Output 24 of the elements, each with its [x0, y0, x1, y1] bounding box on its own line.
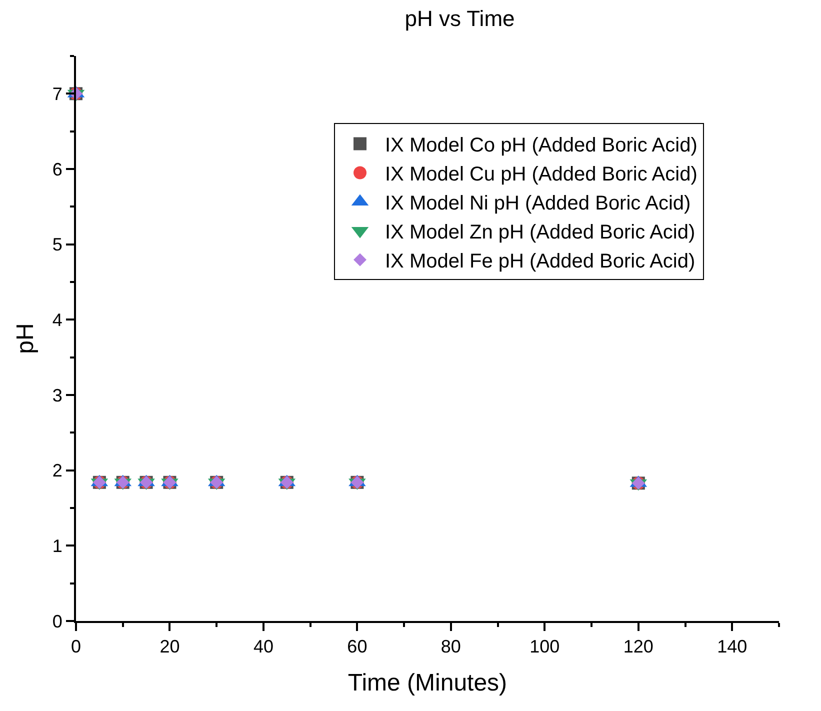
x-tick-label: 120: [623, 636, 654, 657]
x-tick-label: 20: [160, 636, 180, 657]
legend-label: IX Model Co pH (Added Boric Acid): [385, 134, 698, 157]
y-tick-label: 2: [52, 460, 62, 481]
x-tick-label: 80: [440, 636, 461, 657]
y-tick-label: 1: [52, 536, 62, 556]
y-tick-label: 6: [52, 159, 62, 180]
legend-label: IX Model Zn pH (Added Boric Acid): [385, 222, 696, 244]
y-tick-label: 5: [52, 234, 62, 255]
x-tick-label: 140: [717, 636, 748, 657]
y-axis-title: pH: [12, 323, 39, 354]
x-tick-label: 0: [70, 636, 82, 657]
legend-label: IX Model Fe pH (Added Boric Acid): [385, 250, 696, 273]
y-tick-label: 7: [52, 84, 62, 104]
legend-label: IX Model Cu pH (Added Boric Acid): [385, 164, 698, 186]
y-tick-label: 3: [52, 385, 62, 406]
legend-label: IX Model Ni pH (Added Boric Acid): [385, 192, 691, 215]
x-tick-label: 100: [530, 636, 560, 657]
x-axis-title: Time (Minutes): [348, 669, 508, 696]
x-tick-label: 40: [253, 636, 274, 657]
x-tick-label: 60: [347, 636, 368, 657]
chart-title: pH vs Time: [404, 6, 515, 32]
y-tick-label: 4: [52, 310, 62, 330]
y-tick-label: 0: [52, 611, 62, 632]
